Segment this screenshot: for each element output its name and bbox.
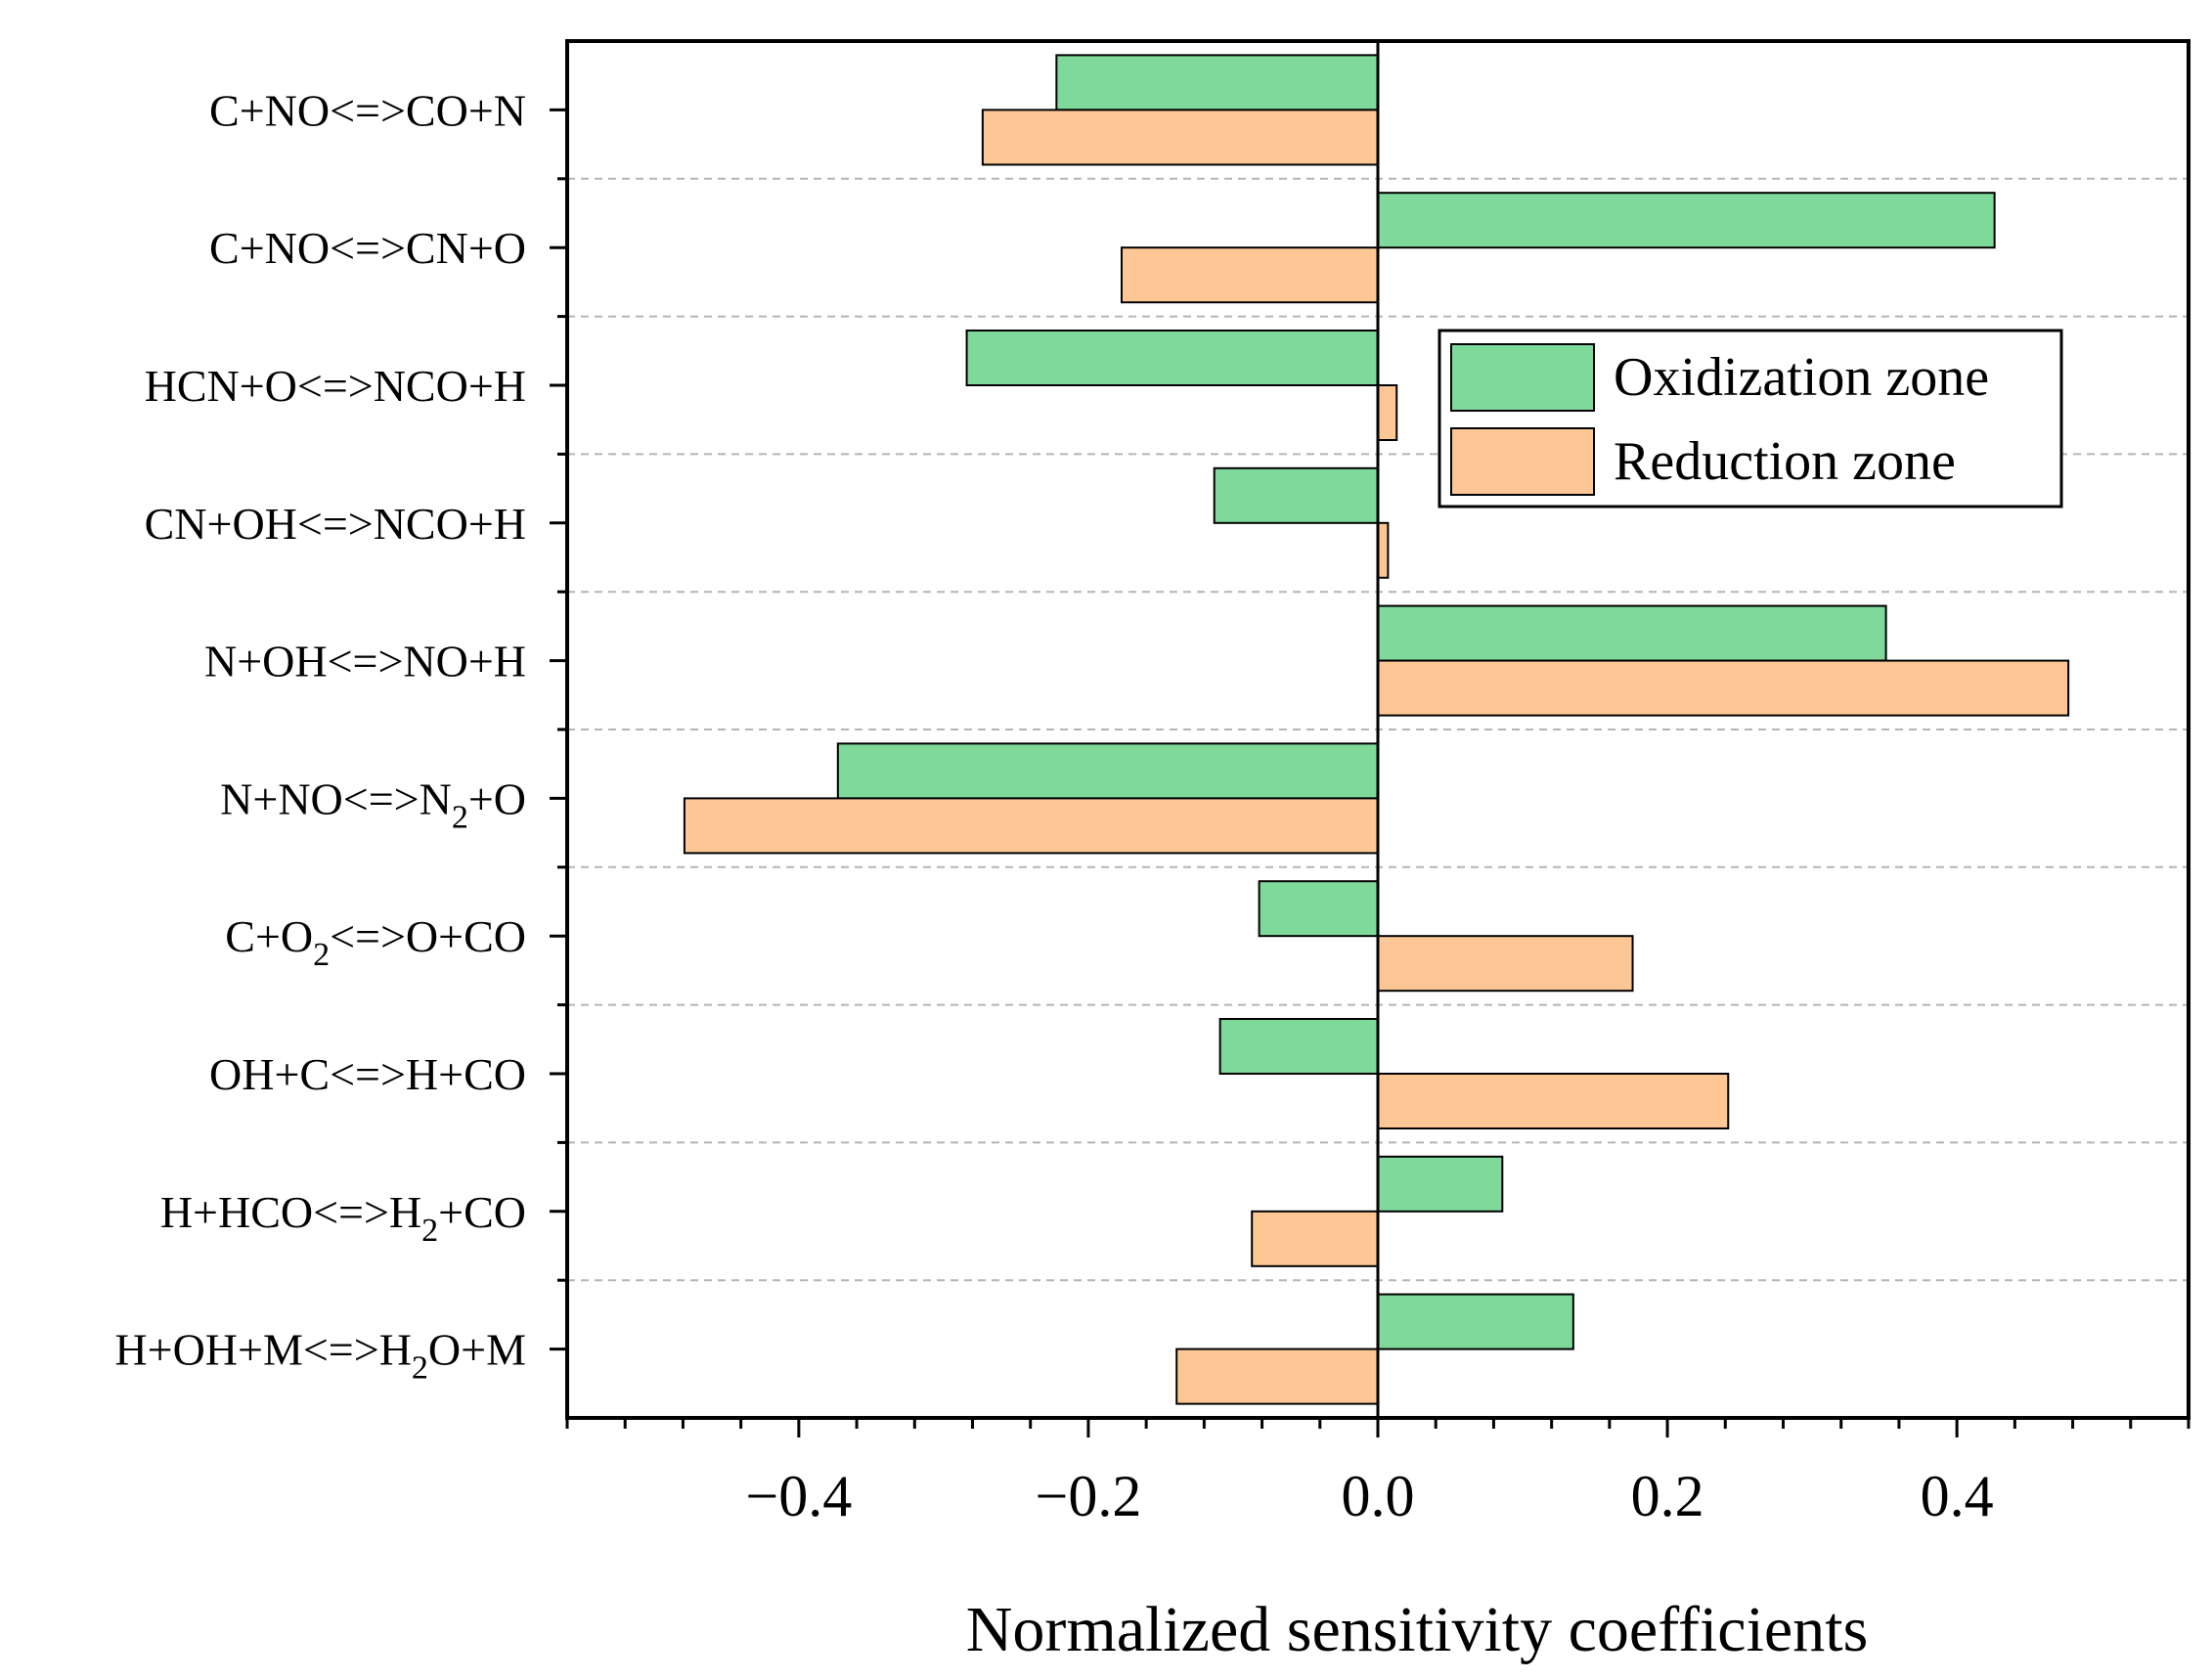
bar-reduction-zone-n-no-n2-o (683, 797, 1379, 855)
bar-reduction-zone-c-o2-o-co (1377, 935, 1634, 993)
bar-oxidization-zone-c-no-co-n (1055, 54, 1379, 111)
bar-reduction-zone-h-hco-h2-co (1251, 1210, 1380, 1267)
bar-reduction-zone-c-no-cn-o (1120, 246, 1380, 304)
legend-label-oxidization-zone: Oxidization zone (1614, 347, 1989, 408)
category-label: HCN+O<=>NCO+H (145, 361, 526, 411)
category-label: OH+C<=>H+CO (209, 1049, 526, 1099)
category-labels: C+NO<=>CO+N C+NO<=>CN+O HCN+O<=>NCO+H CN+OH… (114, 85, 526, 1386)
category-label: N+OH<=>NO+H (204, 637, 526, 686)
category-label: N+NO<=>N2+O (220, 773, 526, 835)
bar-reduction-zone-c-no-co-n (981, 109, 1379, 166)
label-part: OH+C<=>H+CO (209, 1049, 526, 1099)
bar-oxidization-zone-c-o2-o-co (1258, 880, 1379, 938)
bar-reduction-zone-cn-oh-nco-h (1377, 521, 1390, 579)
legend-label-reduction-zone: Reduction zone (1614, 431, 1956, 492)
x-tick-label: 0.2 (1631, 1464, 1704, 1528)
category-label: CN+OH<=>NCO+H (145, 499, 526, 549)
x-tick-label: 0.0 (1342, 1464, 1415, 1528)
legend-swatch-reduction-zone (1450, 427, 1595, 496)
bar-reduction-zone-h-oh-m-h2o-m (1175, 1348, 1379, 1405)
bar-reduction-zone-oh-c-h-co (1377, 1073, 1730, 1129)
legend-swatch-oxidization-zone (1450, 343, 1595, 412)
bar-reduction-zone-hcn-o-nco-h (1377, 384, 1398, 441)
bar-oxidization-zone-h-oh-m-h2o-m (1377, 1293, 1574, 1350)
x-axis-title: Normalized sensitivity coefficients (966, 1594, 1869, 1665)
label-part: H+HCO<=>H (160, 1187, 421, 1237)
label-part: O+M (428, 1325, 526, 1375)
bar-oxidization-zone-c-no-cn-o (1377, 192, 1996, 249)
legend: Oxidization zone Reduction zone (1438, 329, 2063, 508)
bar-oxidization-zone-h-hco-h2-co (1377, 1155, 1504, 1213)
label-part: C+NO<=>CN+O (209, 223, 526, 273)
category-label: C+O2<=>O+CO (225, 911, 526, 973)
bars (683, 54, 2070, 1405)
category-label: C+NO<=>CO+N (209, 85, 526, 135)
subscript: 2 (421, 1213, 438, 1249)
bar-oxidization-zone-oh-c-h-co (1218, 1018, 1380, 1075)
category-label: H+OH+M<=>H2O+M (114, 1325, 526, 1387)
bar-oxidization-zone-cn-oh-nco-h (1213, 466, 1379, 524)
subscript: 2 (412, 1350, 428, 1387)
label-part: CN+OH<=>NCO+H (145, 499, 526, 549)
label-part: HCN+O<=>NCO+H (145, 361, 526, 411)
bar-oxidization-zone-hcn-o-nco-h (965, 330, 1379, 386)
label-part: <=>O+CO (330, 911, 526, 961)
x-tick-label: −0.2 (1036, 1464, 1142, 1528)
subscript: 2 (313, 937, 330, 973)
axis-ticks (550, 108, 2190, 1437)
label-part: H+OH+M<=>H (114, 1325, 412, 1375)
label-part: N+NO<=>N (220, 773, 452, 823)
x-tick-label: 0.4 (1921, 1464, 1994, 1528)
x-tick-labels: −0.4 −0.2 0.0 0.2 0.4 (745, 1464, 1993, 1528)
label-part: C+O (225, 911, 313, 961)
label-part: C+NO<=>CO+N (209, 85, 526, 135)
bar-reduction-zone-n-oh-no-h (1377, 659, 2070, 717)
label-part: +CO (438, 1187, 526, 1237)
subscript: 2 (452, 799, 468, 835)
bar-oxidization-zone-n-oh-no-h (1377, 604, 1887, 662)
category-label: C+NO<=>CN+O (209, 223, 526, 273)
label-part: N+OH<=>NO+H (204, 637, 526, 686)
bar-oxidization-zone-n-no-n2-o (836, 742, 1379, 800)
category-label: H+HCO<=>H2+CO (160, 1187, 526, 1249)
x-tick-label: −0.4 (745, 1464, 852, 1528)
label-part: +O (468, 773, 526, 823)
